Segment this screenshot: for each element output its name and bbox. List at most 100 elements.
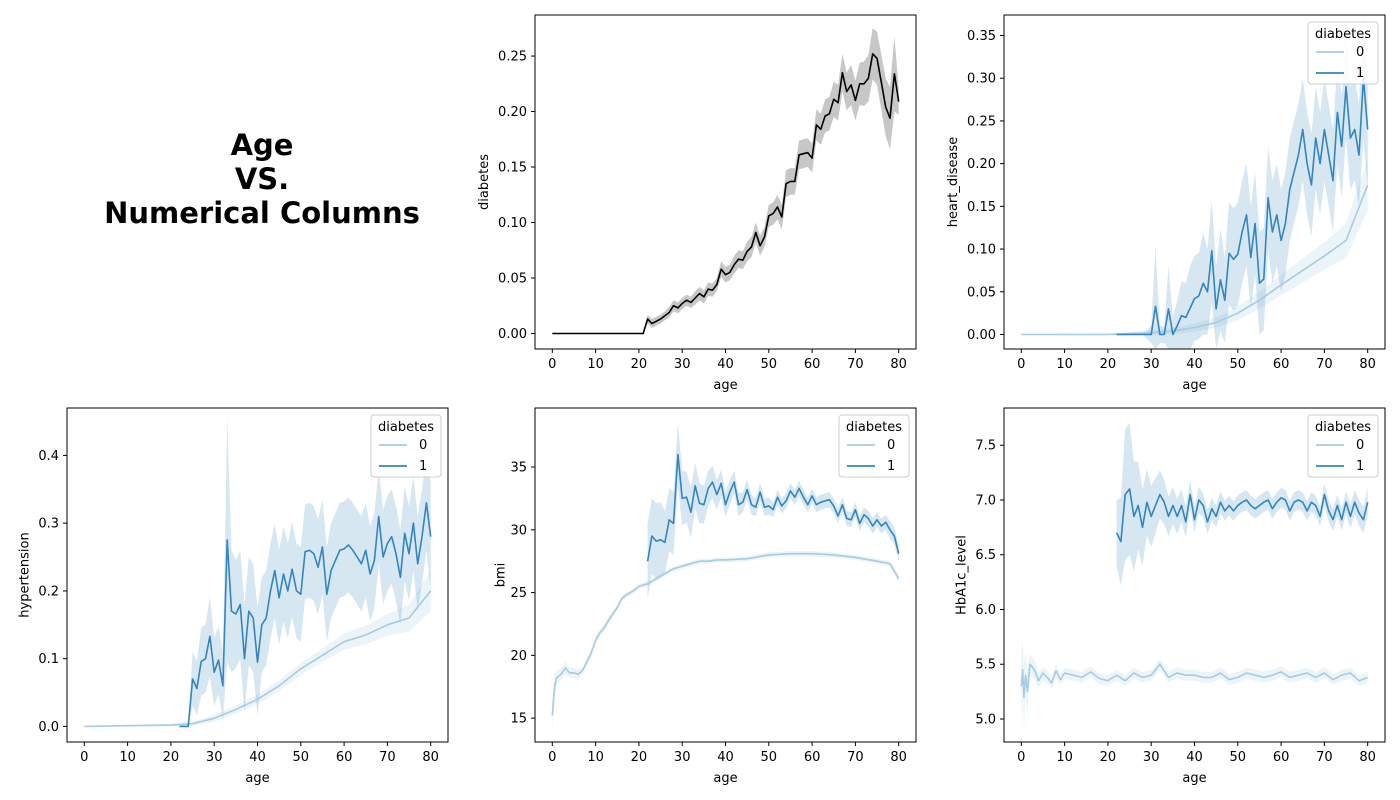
y-tick-label: 5.5 xyxy=(975,658,996,673)
x-tick-label: 80 xyxy=(890,357,907,372)
x-tick-label: 0 xyxy=(548,750,556,765)
x-tick-label: 60 xyxy=(336,750,353,765)
figure-title: Age VS. Numerical Columns xyxy=(60,128,464,230)
y-tick-label: 0.20 xyxy=(967,157,996,172)
ci-band-HbA1c_level-1 xyxy=(1116,423,1368,586)
legend-label-1: 1 xyxy=(419,459,427,474)
legend-title: diabetes xyxy=(1315,27,1371,42)
ci-band-hypertension-0 xyxy=(84,570,431,728)
y-tick-label: 0.00 xyxy=(967,328,996,343)
x-tick-label: 0 xyxy=(1017,357,1025,372)
y-axis-label: hypertension xyxy=(17,532,32,617)
x-tick-label: 10 xyxy=(1056,750,1073,765)
y-tick-label: 0.25 xyxy=(967,114,996,129)
figure-title-line-3: Numerical Columns xyxy=(104,196,420,230)
y-tick-label: 5.0 xyxy=(975,713,996,728)
x-tick-label: 70 xyxy=(847,750,864,765)
y-tick-label: 0.20 xyxy=(498,105,527,120)
x-tick-label: 50 xyxy=(293,750,310,765)
x-tick-label: 30 xyxy=(674,750,691,765)
legend-box xyxy=(1307,21,1379,85)
x-tick-label: 80 xyxy=(890,750,907,765)
x-tick-label: 10 xyxy=(587,357,604,372)
y-tick-label: 0.05 xyxy=(967,285,996,300)
x-tick-label: 70 xyxy=(1316,750,1333,765)
y-axis-label: bmi xyxy=(494,563,509,588)
x-tick-label: 60 xyxy=(1273,357,1290,372)
ci-band-bmi-1 xyxy=(647,423,899,599)
panel-diabetes: 0 10 20 30 40 50 60 70 80 0.00 0.05 0.10 0.15 0.20 0.2… xyxy=(477,14,917,393)
x-tick-label: 50 xyxy=(1230,357,1247,372)
y-tick-label: 0.35 xyxy=(967,29,996,44)
x-tick-label: 10 xyxy=(119,750,136,765)
x-tick-label: 40 xyxy=(717,357,734,372)
x-axis-label: age xyxy=(713,378,737,393)
x-tick-label: 30 xyxy=(674,357,691,372)
legend-box xyxy=(370,414,442,478)
legend-label-1: 1 xyxy=(887,459,895,474)
y-tick-label: 0.10 xyxy=(967,243,996,258)
x-tick-label: 30 xyxy=(206,750,223,765)
x-tick-label: 0 xyxy=(80,750,88,765)
y-tick-label: 0.25 xyxy=(498,50,527,65)
x-tick-label: 20 xyxy=(163,750,180,765)
x-tick-label: 60 xyxy=(804,357,821,372)
y-tick-label: 15 xyxy=(510,712,527,727)
axes-frame-diabetes xyxy=(534,14,917,350)
y-axis-label: HbA1c_level xyxy=(954,535,969,615)
panel-bmi: 0 10 20 30 40 50 60 70 801520253035agebmidiabete… xyxy=(494,407,917,786)
y-tick-label: 0.2 xyxy=(38,584,59,599)
y-tick-label: 0.00 xyxy=(498,327,527,342)
legend-label-0: 0 xyxy=(419,438,427,453)
ci-band-heart_disease-1 xyxy=(1116,18,1368,349)
y-tick-label: 0.30 xyxy=(967,72,996,87)
legend-title: diabetes xyxy=(378,420,434,435)
y-tick-label: 6.0 xyxy=(975,603,996,618)
y-tick-label: 0.10 xyxy=(498,216,527,231)
figure-title-line-1: Age xyxy=(230,128,294,162)
legend-HbA1c_level: diabetes 0 1 xyxy=(1307,414,1379,478)
legend-title: diabetes xyxy=(1315,420,1371,435)
panel-HbA1c_level: 0 10 20 30 40 50 60 70 805.05.56.06.57.07.5ageHb… xyxy=(954,407,1386,786)
x-tick-label: 30 xyxy=(1143,750,1160,765)
legend-hypertension: diabetes 0 1 xyxy=(370,414,442,478)
y-tick-label: 0.1 xyxy=(38,652,59,667)
y-axis-label: heart_disease xyxy=(946,137,961,228)
x-tick-label: 40 xyxy=(1186,750,1203,765)
x-tick-label: 50 xyxy=(1230,750,1247,765)
x-tick-label: 40 xyxy=(717,750,734,765)
x-tick-label: 10 xyxy=(587,750,604,765)
ci-band-hypertension-1 xyxy=(179,418,431,727)
x-axis-label: age xyxy=(1182,378,1206,393)
x-tick-label: 20 xyxy=(1100,357,1117,372)
series-line-HbA1c_level-1 xyxy=(1115,488,1369,543)
ci-band-HbA1c_level-0 xyxy=(1021,642,1368,730)
y-tick-label: 0.4 xyxy=(38,449,59,464)
x-tick-label: 70 xyxy=(379,750,396,765)
y-tick-label: 0.3 xyxy=(38,517,59,532)
panel-hypertension: 0 10 20 30 40 50 60 70 800.00.10.20.30.4agehyper… xyxy=(17,407,449,786)
plot-area-diabetes xyxy=(552,28,900,335)
legend-heart_disease: diabetes 0 1 xyxy=(1307,21,1379,85)
y-tick-label: 0.05 xyxy=(498,271,527,286)
series-line-diabetes-overall xyxy=(552,53,900,335)
plot-area-bmi xyxy=(551,423,900,731)
x-tick-label: 30 xyxy=(1143,357,1160,372)
legend-label-1: 1 xyxy=(1356,66,1364,81)
plot-area-HbA1c_level xyxy=(1020,423,1369,730)
legend-label-0: 0 xyxy=(1356,45,1364,60)
x-tick-label: 80 xyxy=(422,750,439,765)
x-tick-label: 50 xyxy=(761,357,778,372)
legend-bmi: diabetes 0 1 xyxy=(838,414,910,478)
x-tick-label: 10 xyxy=(1056,357,1073,372)
y-tick-label: 6.5 xyxy=(975,548,996,563)
x-tick-label: 60 xyxy=(1273,750,1290,765)
figure-title-line-2: VS. xyxy=(234,162,290,196)
x-axis-label: age xyxy=(713,771,737,786)
legend-label-0: 0 xyxy=(887,438,895,453)
ci-band-bmi-0 xyxy=(552,551,899,731)
legend-label-0: 0 xyxy=(1356,438,1364,453)
series-line-heart_disease-1 xyxy=(1116,77,1369,336)
y-tick-label: 25 xyxy=(510,586,527,601)
